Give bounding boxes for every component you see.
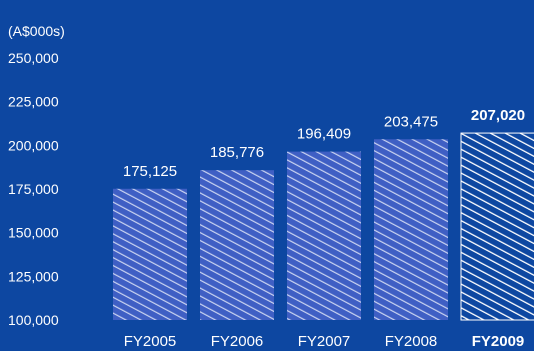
x-tick-label: FY2006 — [211, 333, 264, 350]
value-label: 196,409 — [297, 126, 351, 143]
y-tick-label: 175,000 — [8, 181, 59, 197]
y-tick-label: 150,000 — [8, 225, 59, 241]
value-label: 207,020 — [471, 107, 525, 124]
value-label: 175,125 — [123, 163, 177, 180]
value-label: 185,776 — [210, 144, 264, 161]
bar-fy2009 — [461, 133, 534, 320]
y-axis-ticks: 100,000 125,000 150,000 175,000 200,000 225,0… — [8, 50, 59, 328]
x-tick-label: FY2007 — [298, 333, 351, 350]
y-tick-label: 250,000 — [8, 50, 59, 66]
bars — [113, 133, 534, 320]
bar-fy2008 — [374, 139, 448, 320]
x-tick-label: FY2005 — [124, 333, 177, 350]
y-tick-label: 125,000 — [8, 268, 59, 284]
y-tick-label: 200,000 — [8, 137, 59, 153]
x-axis-labels: FY2005 FY2006 FY2007 FY2008 FY2009 — [124, 333, 525, 350]
y-tick-label: 225,000 — [8, 94, 59, 110]
y-tick-label: 100,000 — [8, 312, 59, 328]
bar-fy2006 — [200, 170, 274, 320]
x-tick-label: FY2009 — [472, 333, 525, 350]
bar-fy2007 — [287, 152, 361, 320]
bar-fy2005 — [113, 189, 187, 320]
y-axis-unit-label: (A$000s) — [8, 23, 65, 39]
x-tick-label: FY2008 — [385, 333, 438, 350]
value-label: 203,475 — [384, 113, 438, 130]
